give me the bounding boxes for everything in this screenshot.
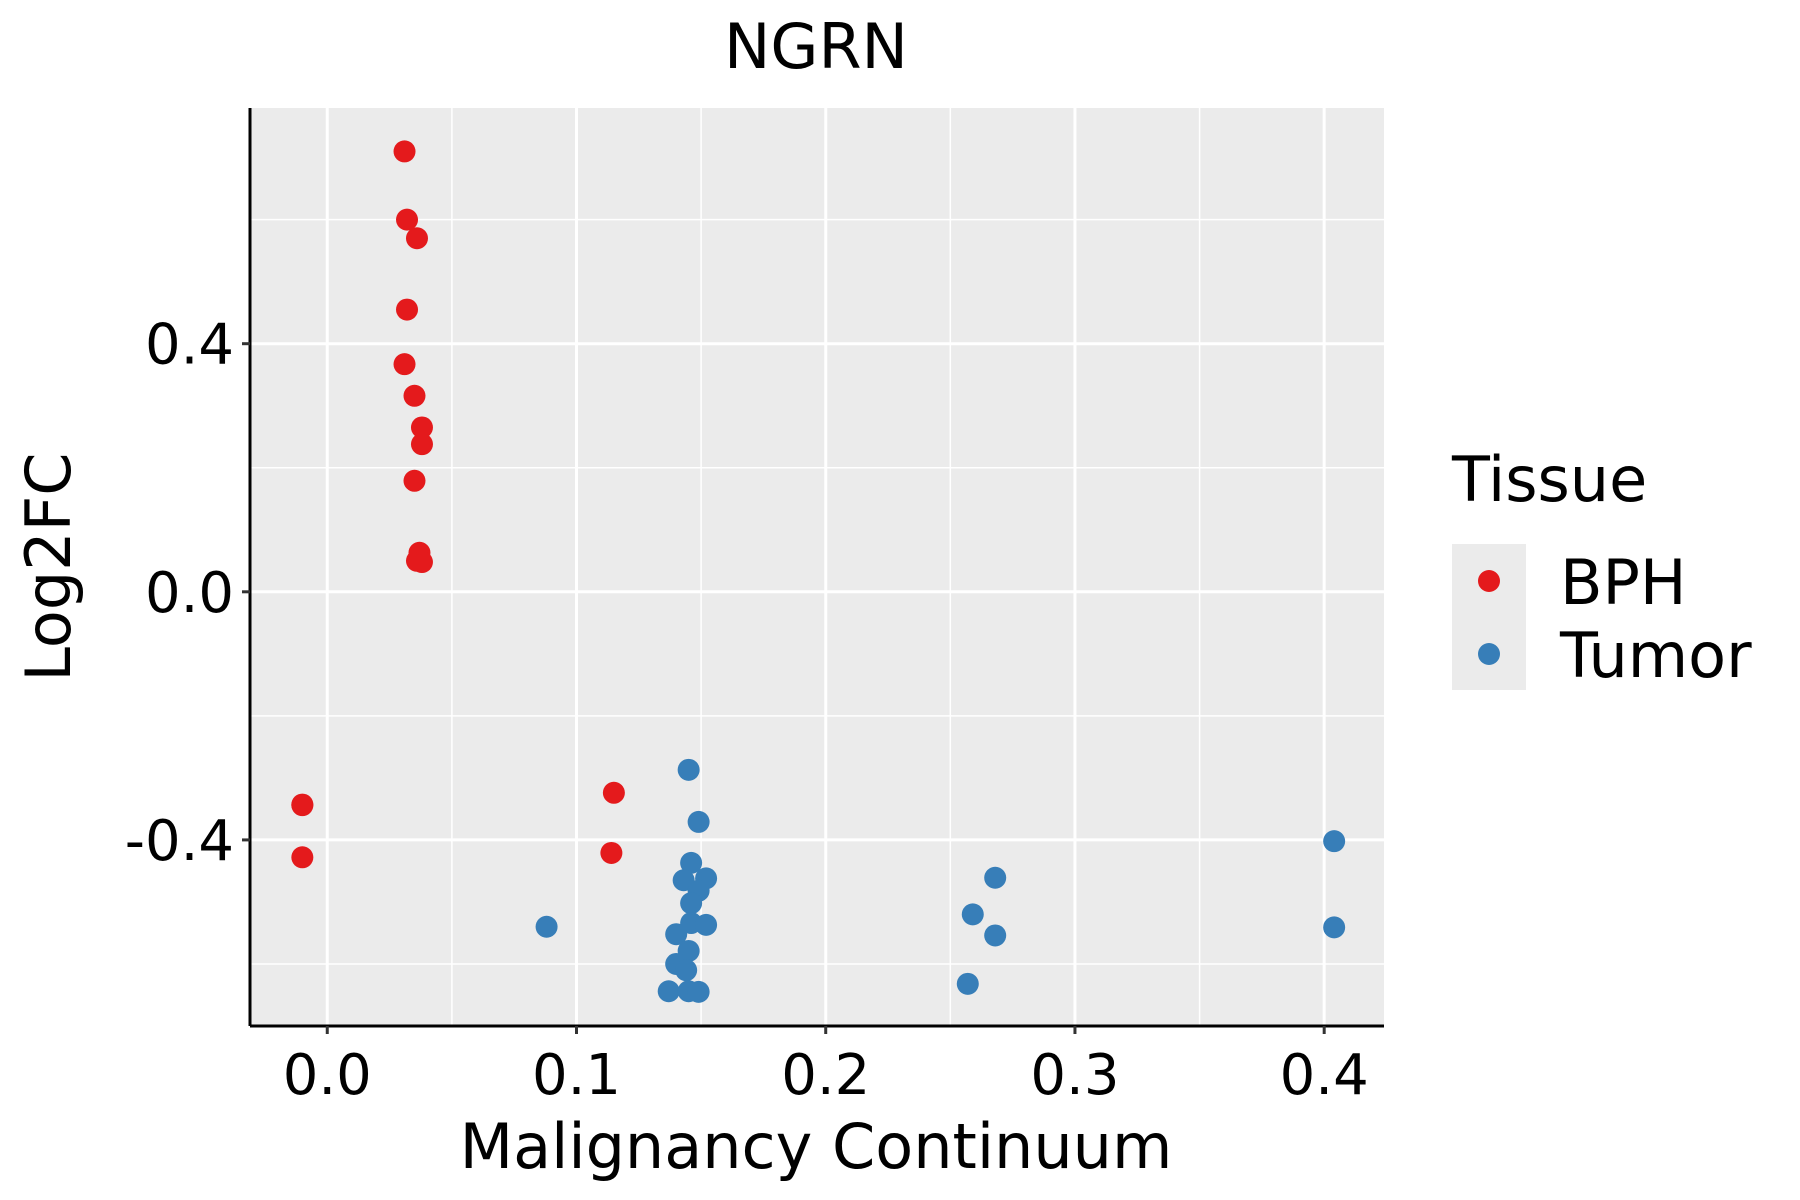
x-tick-label: 0.4	[1280, 1043, 1369, 1108]
legend-label-tumor: Tumor	[1559, 619, 1752, 692]
tumor-data-point	[687, 980, 710, 1003]
major-y-gridlines	[250, 342, 1384, 842]
tumor-data-point	[687, 810, 710, 833]
x-tick-label: 0.2	[781, 1043, 870, 1108]
tumor-data-point	[675, 959, 698, 982]
legend-label-bph: BPH	[1560, 546, 1687, 619]
data-points	[291, 140, 1346, 1003]
minor-x-gridlines	[451, 108, 1201, 1026]
tumor-data-point	[535, 915, 558, 938]
bph-data-point	[396, 298, 419, 321]
x-axis-title: Malignancy Continuum	[460, 1110, 1173, 1183]
y-tick-label: 0.0	[145, 561, 234, 626]
bph-data-point	[403, 469, 426, 492]
bph-data-point	[405, 227, 428, 250]
tumor-data-point	[665, 923, 688, 946]
y-axis-ticks: -0.4 0.0 0.4	[125, 313, 250, 874]
x-tick-label: 0.1	[532, 1043, 621, 1108]
y-tick-label: -0.4	[125, 809, 234, 874]
bph-data-point	[410, 551, 433, 574]
chart-title: NGRN	[724, 10, 908, 83]
tumor-data-point	[984, 866, 1007, 889]
major-x-gridlines	[325, 108, 1326, 1026]
y-tick-label: 0.4	[145, 313, 234, 378]
legend-key-background	[1452, 544, 1526, 690]
tumor-data-point	[680, 851, 703, 874]
x-axis-ticks: 0.0 0.1 0.2 0.3 0.4	[283, 1026, 1369, 1108]
tumor-data-point	[984, 924, 1007, 947]
bph-data-point	[396, 208, 419, 231]
x-tick-label: 0.0	[283, 1043, 372, 1108]
bph-data-point	[393, 140, 416, 163]
tumor-data-point	[1323, 830, 1346, 853]
bph-data-point	[600, 841, 623, 864]
bph-data-point	[403, 384, 426, 407]
tumor-data-point	[657, 980, 680, 1003]
bph-data-point	[602, 781, 625, 804]
legend-title: Tissue	[1451, 443, 1647, 516]
tumor-data-point	[677, 758, 700, 781]
plot-panel	[250, 108, 1384, 1026]
minor-y-gridlines	[250, 218, 1384, 965]
legend-key-tumor	[1478, 643, 1500, 665]
tumor-data-point	[680, 892, 703, 915]
bph-data-point	[393, 353, 416, 376]
tumor-data-point	[961, 903, 984, 926]
tumor-data-point	[1323, 916, 1346, 939]
bph-data-point	[291, 794, 314, 817]
bph-data-point	[291, 846, 314, 869]
bph-data-point	[410, 433, 433, 456]
y-axis-title: Log2FC	[12, 452, 85, 681]
legend-key-bph	[1478, 570, 1500, 592]
tumor-data-point	[956, 972, 979, 995]
tumor-data-point	[695, 913, 718, 936]
bph-data-point	[410, 416, 433, 439]
x-tick-label: 0.3	[1030, 1043, 1119, 1108]
